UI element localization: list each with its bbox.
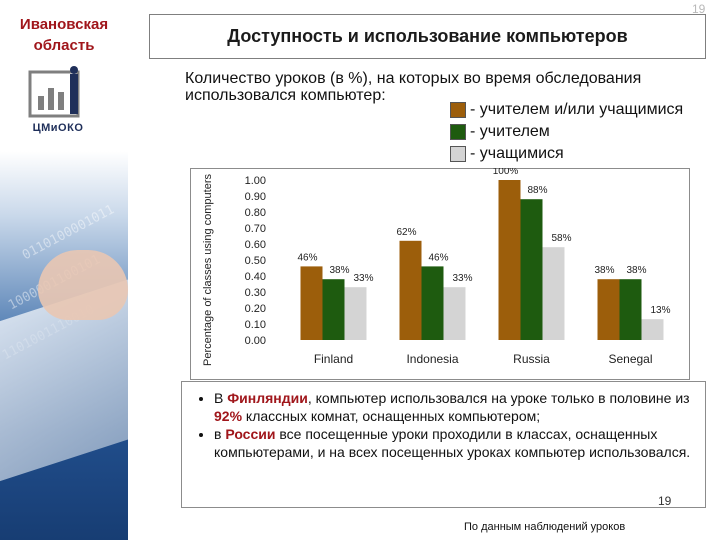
intro-text: Количество уроков (в %), на которых во в… [185,70,642,104]
x-axis-labels: Finland Indonesia Russia Senegal [314,352,653,366]
bar-students [542,247,565,340]
bar-value-label: 13% [650,305,670,316]
bar-value-label: 46% [428,252,448,263]
y-tick-label: 0.60 [245,239,266,251]
bar-students [443,287,466,340]
finding-text: В [214,390,228,406]
bar-both [597,279,620,340]
legend-swatch-teacher [450,124,466,140]
bar-value-label: 38% [329,265,349,276]
x-category-label: Senegal [608,352,652,366]
region-name: Ивановская область [0,14,128,56]
bar-students [344,287,367,340]
y-tick-label: 0.80 [245,207,266,219]
y-tick-label: 0.50 [245,255,266,267]
finding-text: , компьютер использовался на уроке тольк… [307,390,690,406]
bar-chart: Percentage of classes using computers 0.… [190,168,690,380]
bar-value-label: 100% [493,168,519,177]
findings-box: В Финляндии, компьютер использовался на … [181,381,706,508]
y-tick-label: 1.00 [245,175,266,187]
page-number: 19 [692,2,706,16]
source-note: По данным наблюдений уроков [464,521,626,533]
bar-value-label: 38% [594,265,614,276]
legend-label-students: - учащимися [470,145,564,162]
region-line-2: область [33,37,95,54]
logo-icon [28,66,80,118]
finding-text: в [214,426,226,442]
y-tick-label: 0.20 [245,303,266,315]
bar-value-label: 33% [353,273,373,284]
bar-labels: 46% 38% 33% 62% 46% 33% 100% 88% 58% 38% 38% 13% [297,168,670,316]
highlight-percent: 92% [214,408,243,424]
x-category-label: Indonesia [406,352,458,366]
bar-value-label: 88% [527,185,547,196]
bar-teacher [520,199,543,340]
bar-students [641,319,664,340]
bar-teacher [322,279,345,340]
finding-russia: в России все посещенные уроки проходили … [214,425,695,461]
y-tick-label: 0.30 [245,287,266,299]
bar-both [399,240,422,340]
highlight-country: России [225,426,276,442]
bar-teacher [421,266,444,340]
bar-both [498,180,521,340]
y-tick-label: 0.10 [245,319,266,331]
y-tick-label: 0.70 [245,223,266,235]
finding-text: классных комнат, оснащенных компьютером; [242,408,541,424]
hand-image [38,250,128,320]
bar-value-label: 46% [297,252,317,263]
bar-both [300,266,323,340]
legend: - учителем и/или учащимися - учителем - … [450,99,683,165]
legend-item: - учителем [450,121,683,143]
bar-value-label: 62% [396,227,416,238]
legend-swatch-students [450,146,466,162]
legend-swatch-both [450,102,466,118]
y-tick-label: 0.00 [245,335,266,347]
x-category-label: Finland [314,352,353,366]
x-category-label: Russia [513,352,550,366]
bars [300,180,664,340]
bar-value-label: 58% [551,233,571,244]
bar-value-label: 33% [452,273,472,284]
highlight-country: Финляндии [227,390,308,406]
logo-text: ЦМиОКО [32,122,84,134]
region-line-1: Ивановская [19,16,109,33]
finding-finland: В Финляндии, компьютер использовался на … [214,389,695,425]
sidebar: 1000001100101 0110100001011 110100111001… [0,0,128,540]
y-axis-ticks: 0.00 0.10 0.20 0.30 0.40 0.50 0.60 0.70 0.80 0.90… [245,175,266,347]
logo: ЦМиОКО [26,66,90,148]
y-tick-label: 0.40 [245,271,266,283]
footer-number: 19 [658,494,672,508]
y-tick-label: 0.90 [245,191,266,203]
finding-text: все посещенные уроки проходили в классах… [214,426,691,460]
legend-label-both: - учителем и/или учащимися [470,101,684,118]
bar-value-label: 38% [626,265,646,276]
slide-title: Доступность и использование компьютеров [149,14,706,59]
legend-item: - учащимися [450,143,683,165]
legend-label-teacher: - учителем [470,123,550,140]
y-axis-title: Percentage of classes using computers [202,174,214,366]
legend-item: - учителем и/или учащимися [450,99,683,121]
bar-teacher [619,279,642,340]
